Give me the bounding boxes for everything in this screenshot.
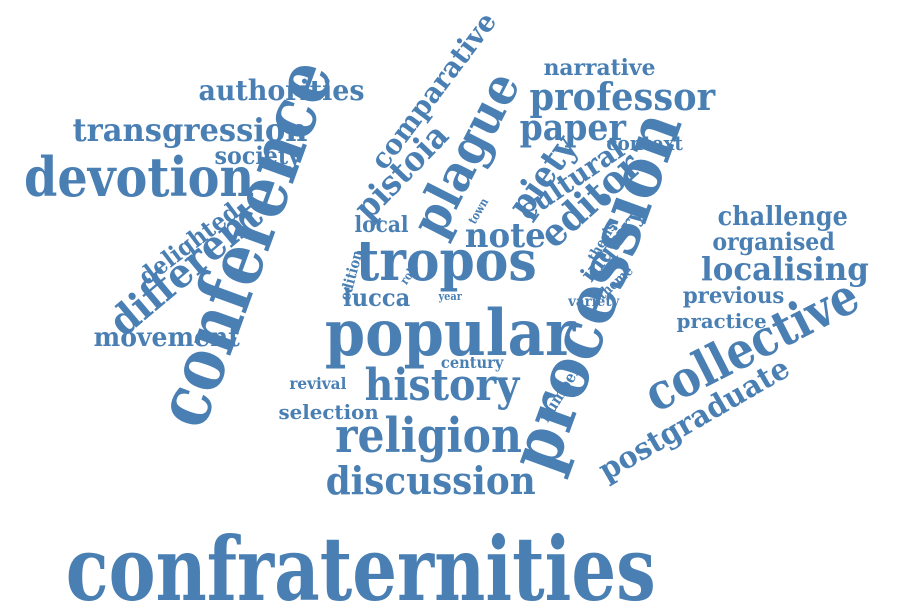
word-transgression: transgression bbox=[72, 111, 308, 149]
word-previous: previous bbox=[682, 283, 785, 309]
word-paper: paper bbox=[519, 107, 626, 149]
word-religion: religion bbox=[335, 408, 522, 464]
word-practice: practice bbox=[676, 309, 767, 333]
word-century: century bbox=[440, 353, 504, 372]
word-narrative: narrative bbox=[543, 55, 656, 81]
word-professor: professor bbox=[529, 74, 716, 119]
word-challenge: challenge bbox=[717, 202, 848, 232]
word-tropos: tropos bbox=[356, 228, 537, 294]
word-variety: variety bbox=[568, 294, 620, 310]
word-revival: revival bbox=[289, 374, 347, 393]
word-localising: localising bbox=[701, 250, 869, 288]
word-context: context bbox=[606, 131, 683, 155]
word-year: year bbox=[438, 290, 462, 303]
word-note: note bbox=[464, 216, 546, 256]
word-confraternities: confraternities bbox=[65, 517, 656, 610]
word-organised: organised bbox=[712, 227, 835, 256]
word-discussion: discussion bbox=[325, 458, 536, 503]
word-history: history bbox=[364, 360, 520, 411]
word-devotion: devotion bbox=[23, 145, 255, 209]
word-selection: selection bbox=[278, 400, 379, 424]
word-local: local bbox=[354, 212, 409, 238]
word-lucca: lucca bbox=[343, 283, 411, 312]
word-movement: movement bbox=[93, 323, 240, 353]
word-society: society bbox=[214, 141, 302, 170]
word-authorities: authorities bbox=[198, 74, 365, 107]
word-popular: popular bbox=[324, 296, 576, 371]
